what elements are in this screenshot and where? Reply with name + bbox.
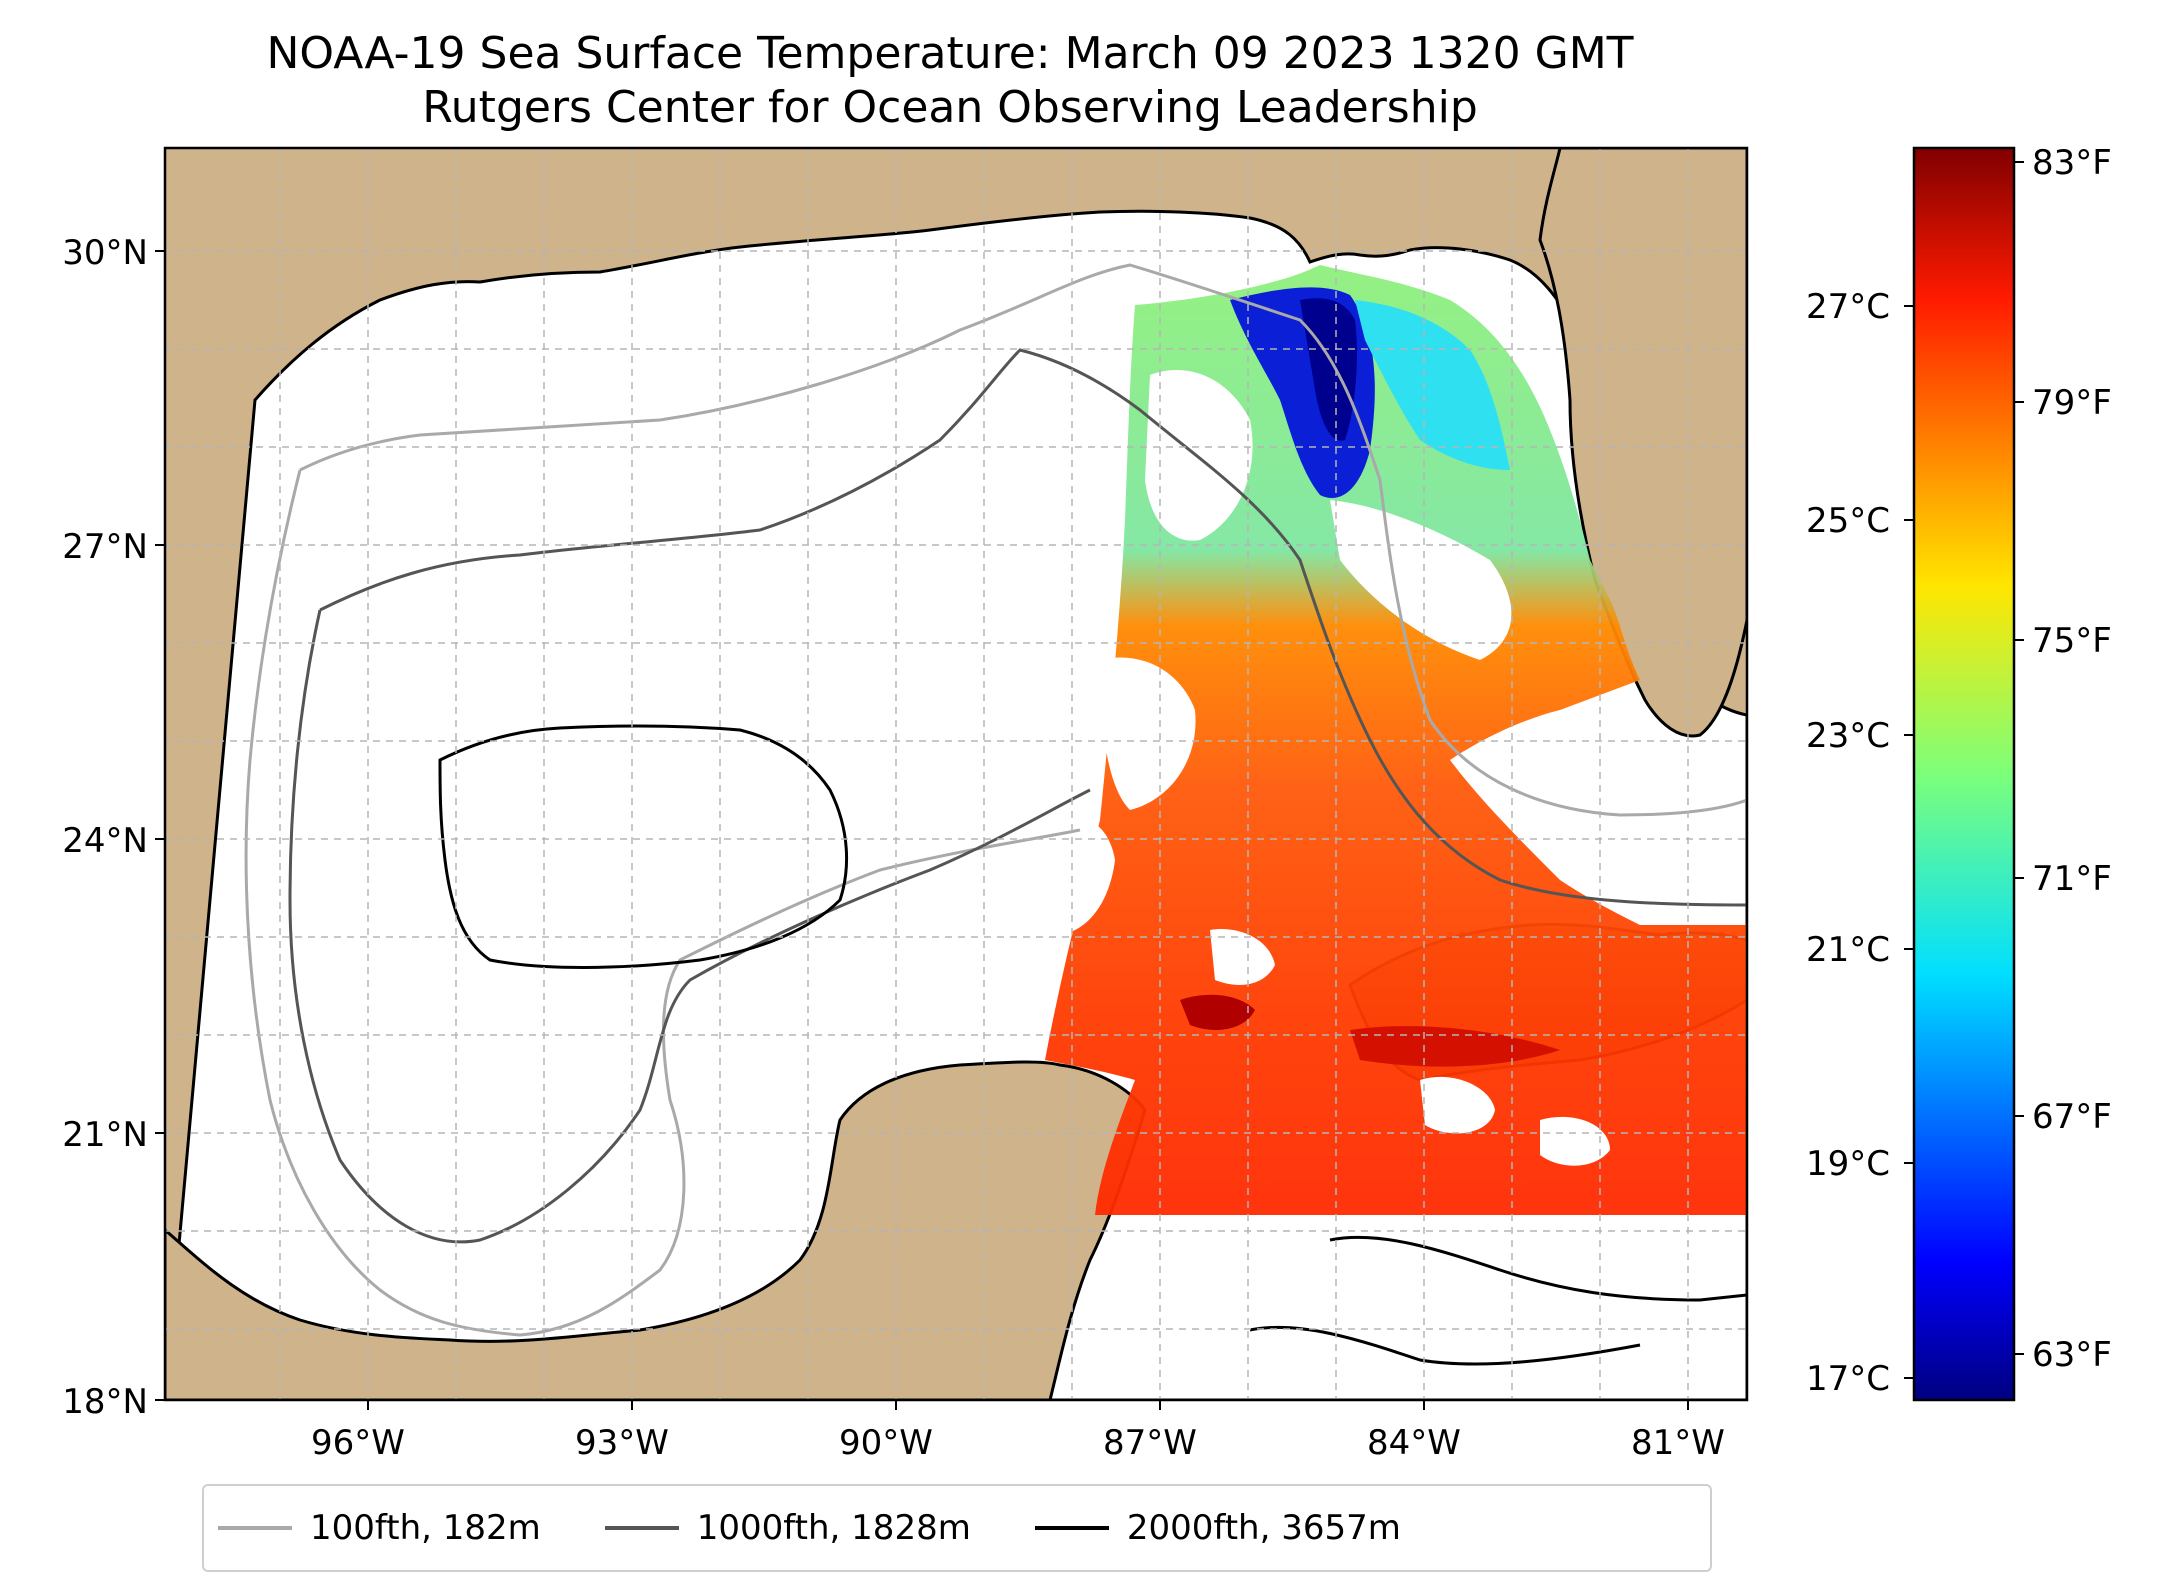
fahrenheit-tick-label: 67°F xyxy=(2032,1097,2112,1137)
isobath-legend: 100fth, 182m 1000fth, 1828m 2000fth, 365… xyxy=(202,1484,1712,1572)
chart-subtitle: Rutgers Center for Ocean Observing Leade… xyxy=(422,82,1478,133)
fahrenheit-tick-label: 75°F xyxy=(2032,621,2112,661)
celsius-tick-label: 17°C xyxy=(1806,1359,1890,1399)
chart-title: NOAA-19 Sea Surface Temperature: March 0… xyxy=(266,28,1634,79)
fahrenheit-tick-label: 63°F xyxy=(2032,1335,2112,1375)
graticule xyxy=(165,148,1747,1400)
celsius-tick-label: 23°C xyxy=(1806,716,1890,756)
legend-label: 2000fth, 3657m xyxy=(1126,1508,1401,1548)
legend-label: 1000fth, 1828m xyxy=(696,1508,971,1548)
isobath-100fth xyxy=(244,263,1747,1337)
legend-item: 100fth, 182m xyxy=(218,1508,541,1548)
celsius-tick-label: 19°C xyxy=(1806,1144,1890,1184)
lon-tick-label: 81°W xyxy=(1631,1423,1725,1463)
legend-line-swatch xyxy=(604,1526,679,1530)
fahrenheit-tick-label: 79°F xyxy=(2032,383,2112,423)
legend-line-swatch xyxy=(1034,1526,1109,1530)
lon-tick-label: 90°W xyxy=(839,1423,933,1463)
lat-tick-label: 21°N xyxy=(62,1115,148,1155)
lon-tick-label: 87°W xyxy=(1103,1423,1197,1463)
lat-axis: 30°N 27°N 24°N 21°N 18°N xyxy=(62,233,165,1422)
isobath-2000fth xyxy=(438,724,848,969)
lon-axis: 96°W 93°W 90°W 87°W 84°W 81°W xyxy=(311,1400,1725,1463)
legend-line-swatch xyxy=(218,1526,292,1530)
map-area xyxy=(165,148,1747,1400)
legend-item: 2000fth, 3657m xyxy=(1034,1508,1401,1548)
celsius-tick-label: 25°C xyxy=(1806,501,1890,541)
sst-swath xyxy=(1045,265,1747,1215)
lat-tick-label: 27°N xyxy=(62,527,148,567)
celsius-tick-label: 21°C xyxy=(1806,930,1890,970)
fahrenheit-tick-label: 83°F xyxy=(2032,143,2112,183)
legend-label: 100fth, 182m xyxy=(310,1508,541,1548)
celsius-tick-label: 27°C xyxy=(1806,287,1890,327)
colorbar-gradient xyxy=(1912,146,2016,1402)
legend-item: 1000fth, 1828m xyxy=(604,1508,971,1548)
lat-tick-label: 30°N xyxy=(62,233,148,273)
lat-tick-label: 18°N xyxy=(62,1382,148,1422)
lat-tick-label: 24°N xyxy=(62,821,148,861)
colorbar: 27°C 25°C 23°C 21°C 19°C 17°C 83°F 79°F … xyxy=(1806,143,2112,1402)
lon-tick-label: 96°W xyxy=(311,1423,405,1463)
lon-tick-label: 93°W xyxy=(575,1423,669,1463)
lon-tick-label: 84°W xyxy=(1367,1423,1461,1463)
fahrenheit-tick-label: 71°F xyxy=(2032,859,2112,899)
map-frame xyxy=(163,146,1749,1402)
